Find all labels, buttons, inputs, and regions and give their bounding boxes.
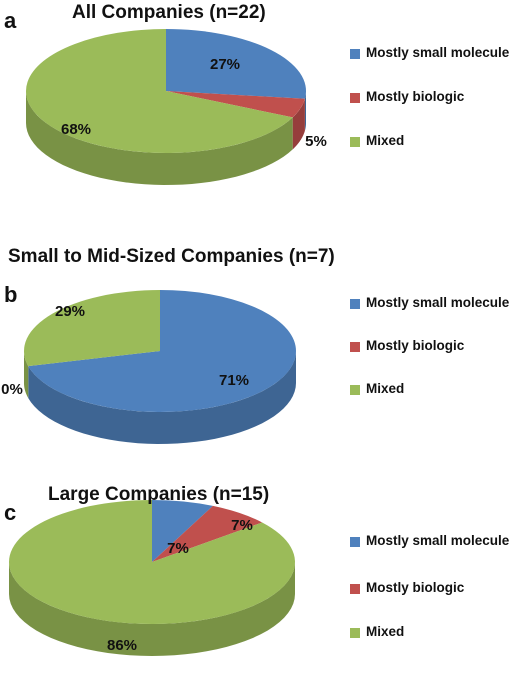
legend-label: Mixed	[366, 624, 405, 639]
pie-side-mixed	[9, 562, 295, 656]
pie-chart-a: 27% 5% 68%	[26, 29, 327, 185]
pie-chart-b: 71% 0% 29%	[1, 290, 297, 444]
data-label-mixed: 68%	[61, 121, 91, 138]
pie-slice-small-molecule	[28, 290, 296, 412]
pie-side-mixed	[24, 351, 29, 399]
data-label-small-molecule: 27%	[210, 56, 240, 73]
panel-letter-b: b	[4, 282, 18, 307]
pie-side-biologic	[292, 98, 305, 150]
legend-swatch-small-molecule	[350, 49, 360, 59]
panel-b: 71% 0% 29% b Small to Mid-Sized Companies …	[0, 234, 520, 460]
pie-side-small-molecule	[28, 351, 297, 444]
legend-swatch-mixed	[350, 385, 360, 395]
chart-title-a: All Companies (n=22)	[72, 2, 266, 23]
legend-swatch-biologic	[350, 93, 360, 103]
legend-label: Mixed	[366, 133, 405, 148]
legend-swatch-mixed	[350, 137, 360, 147]
data-label-mixed: 86%	[107, 637, 137, 654]
pie-slice-small-molecule	[152, 500, 213, 562]
pie-slice-biologic	[152, 505, 263, 562]
pie-slice-mixed	[23, 290, 161, 367]
data-label-small-molecule: 7%	[167, 540, 189, 557]
data-label-mixed: 29%	[55, 303, 85, 320]
pie-side-small-molecule	[304, 91, 306, 131]
pie-chart-c: 7% 7% 86%	[8, 500, 295, 656]
chart-title-c: Large Companies (n=15)	[48, 484, 270, 505]
chart-title-b: Small to Mid-Sized Companies (n=7)	[8, 246, 335, 267]
pie-slice-mixed	[26, 29, 293, 154]
legend-label: Mostly biologic	[366, 338, 465, 353]
pie-side-mixed	[26, 91, 293, 185]
legend-label: Mostly small molecule	[366, 295, 510, 310]
legend-swatch-biologic	[350, 342, 360, 352]
legend-label: Mostly biologic	[366, 580, 465, 595]
panel-c: 7% 7% 86% c Large Companies (n=15) Mostly …	[0, 468, 520, 698]
legend-swatch-small-molecule	[350, 299, 360, 309]
pie-slice-mixed	[8, 500, 295, 624]
data-label-small-molecule: 71%	[219, 372, 249, 389]
legend-label: Mostly small molecule	[366, 533, 510, 548]
data-label-biologic: 0%	[1, 381, 23, 398]
legend-swatch-small-molecule	[350, 537, 360, 547]
legend-label: Mostly biologic	[366, 89, 465, 104]
data-label-biologic: 5%	[305, 133, 327, 150]
legend-label: Mostly small molecule	[366, 45, 510, 60]
data-label-biologic: 7%	[231, 517, 253, 534]
legend-swatch-mixed	[350, 628, 360, 638]
pie-slice-small-molecule	[166, 29, 307, 99]
panel-letter-a: a	[4, 8, 17, 33]
legend-swatch-biologic	[350, 584, 360, 594]
legend-label: Mixed	[366, 381, 405, 396]
panel-letter-c: c	[4, 500, 17, 525]
pie-slice-biologic	[166, 91, 305, 118]
panel-a: 27% 5% 68% a All Companies (n=22) Mostly s…	[0, 0, 520, 228]
